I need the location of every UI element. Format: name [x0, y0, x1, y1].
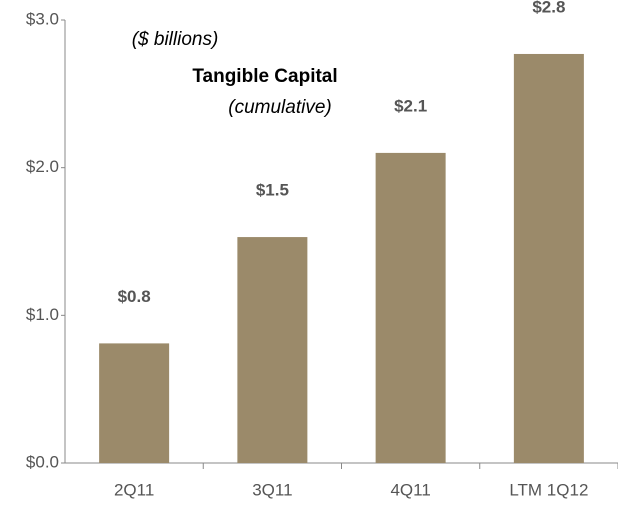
- chart-subtitle: (cumulative): [228, 97, 331, 118]
- x-tick-label: LTM 1Q12: [509, 480, 588, 499]
- x-tick-label: 3Q11: [252, 480, 292, 499]
- data-label: $0.8: [118, 287, 151, 306]
- data-label: $2.8: [532, 0, 565, 16]
- y-tick-label: $1.0: [26, 305, 59, 324]
- y-tick-label: $2.0: [26, 157, 59, 176]
- y-tick-label: $0.0: [26, 452, 59, 471]
- bar: [99, 343, 170, 463]
- chart-title: Tangible Capital: [192, 66, 337, 87]
- x-tick-label: 4Q11: [390, 480, 430, 499]
- bar: [513, 53, 584, 464]
- bar: [237, 237, 308, 463]
- data-label: $2.1: [394, 96, 427, 115]
- x-tick-label: 2Q11: [114, 480, 154, 499]
- unit-note: ($ billions): [132, 29, 219, 50]
- data-label: $1.5: [256, 181, 289, 200]
- y-tick-label: $3.0: [26, 9, 59, 28]
- bar: [375, 152, 446, 463]
